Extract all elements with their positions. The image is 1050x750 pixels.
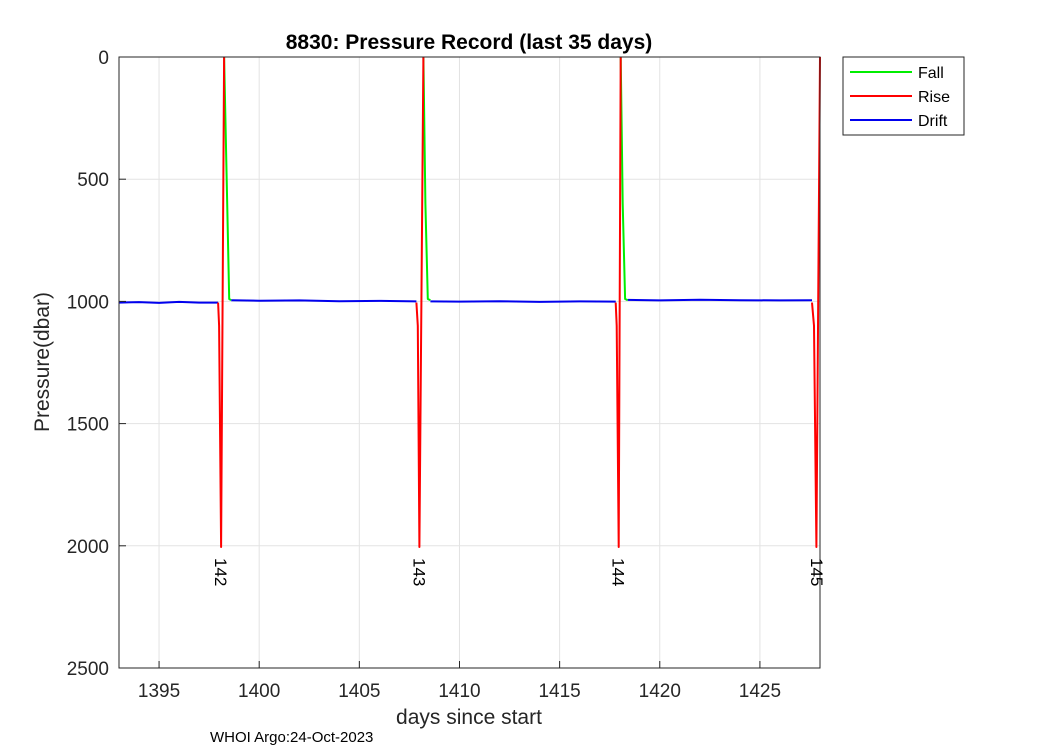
series-layer: [118, 56, 821, 548]
x-tick-label: 1410: [438, 681, 480, 702]
profile-number-label: 145: [807, 558, 826, 586]
x-axis-title: days since start: [396, 706, 542, 729]
drift-series-line: [430, 300, 616, 303]
y-tick-label: 2000: [67, 537, 109, 558]
x-tick-label: 1400: [238, 681, 280, 702]
rise-series-line: [614, 56, 622, 548]
y-tick-label: 1500: [67, 415, 109, 436]
drift-series-line: [118, 300, 219, 304]
legend-label-drift: Drift: [918, 113, 948, 130]
y-tick-label: 500: [77, 170, 109, 191]
fall-series-line: [223, 56, 232, 302]
rise-series-line: [217, 56, 226, 548]
x-tick-label: 1420: [639, 681, 681, 702]
footer-credit: WHOI Argo:24-Oct-2023: [210, 729, 373, 746]
plot-area-border: [118, 56, 821, 669]
x-tick-label: 1395: [138, 681, 180, 702]
drift-series-line: [231, 299, 417, 303]
rise-series-line: [811, 56, 821, 548]
fall-series-line: [422, 56, 431, 302]
y-tick-label: 0: [98, 48, 109, 69]
legend-label-fall: Fall: [918, 65, 944, 82]
y-axis-title: Pressure(dbar): [31, 292, 54, 432]
legend-label-rise: Rise: [918, 89, 950, 106]
legend: Fall Rise Drift: [842, 56, 965, 136]
profile-number-label: 144: [609, 558, 628, 586]
ticks: 1395 1400 1405 1410 1415 1420 1425 0 500 1000 1500…: [67, 48, 781, 702]
profile-number-label: 143: [409, 558, 428, 586]
x-tick-label: 1405: [338, 681, 380, 702]
drift-series-line: [627, 298, 813, 302]
fall-series-line: [619, 56, 629, 302]
y-tick-label: 1000: [67, 292, 109, 313]
x-tick-label: 1425: [739, 681, 781, 702]
profile-annotations: 142 143 144 145: [211, 558, 826, 586]
profile-number-label: 142: [211, 558, 230, 586]
y-tick-label: 2500: [67, 659, 109, 680]
rise-series-line: [415, 56, 425, 548]
chart-title: 8830: Pressure Record (last 35 days): [286, 31, 653, 54]
x-tick-label: 1415: [538, 681, 580, 702]
